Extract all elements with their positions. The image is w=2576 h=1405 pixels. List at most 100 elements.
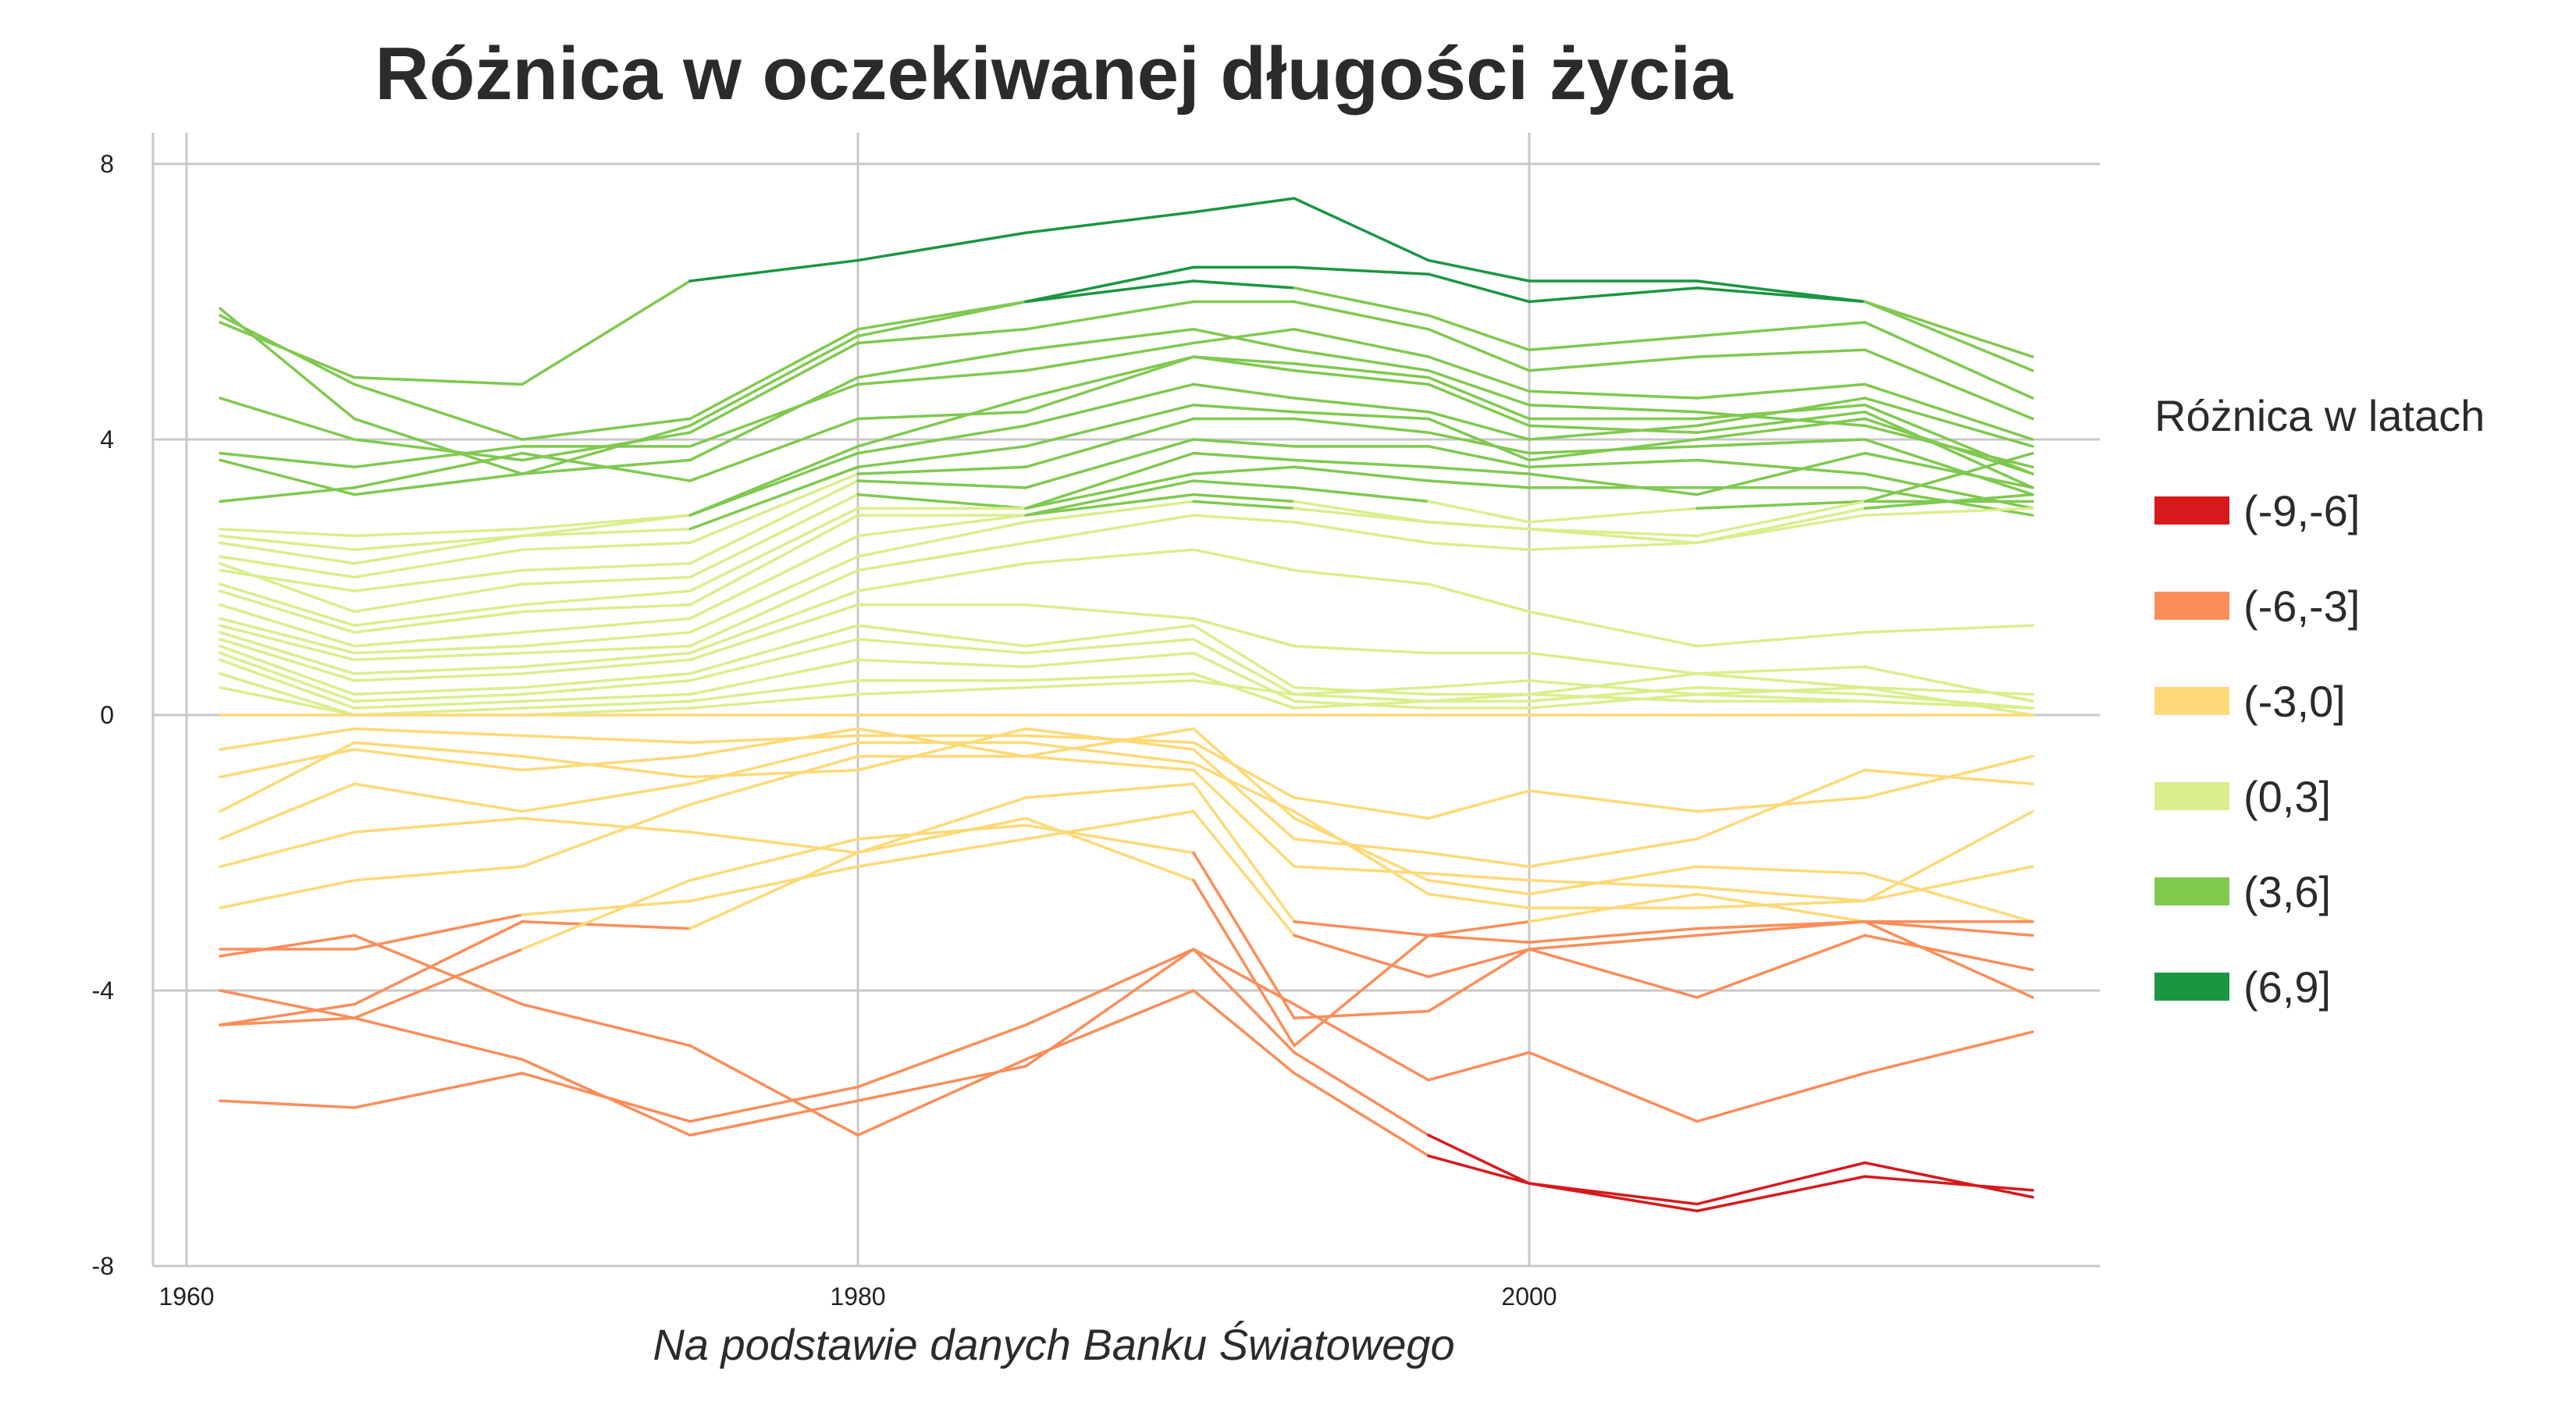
line-segment bbox=[1293, 397, 1430, 414]
line-segment bbox=[856, 424, 1027, 455]
line-segment bbox=[688, 589, 859, 655]
line-segment bbox=[1528, 838, 1699, 868]
line-segment bbox=[353, 438, 524, 462]
line-segment bbox=[1024, 417, 1195, 469]
line-segment bbox=[1293, 809, 1430, 896]
line-segment bbox=[1427, 328, 1531, 372]
line-segment bbox=[521, 651, 692, 668]
line-segment bbox=[1695, 920, 1866, 930]
series-line-13 bbox=[219, 451, 2034, 614]
line-segment bbox=[688, 568, 859, 648]
line-segment bbox=[1024, 341, 1195, 372]
series-line-15 bbox=[219, 479, 2034, 634]
line-segment bbox=[1863, 300, 2034, 372]
line-segment bbox=[1427, 445, 1531, 469]
line-segment bbox=[856, 521, 1027, 558]
line-segment bbox=[521, 514, 692, 538]
legend-items: (-9,-6] (-6,-3] (-3,0] (0,3] (3,6] (6,9] bbox=[2154, 463, 2485, 1034]
line-segment bbox=[856, 541, 1027, 572]
line-segment bbox=[1863, 451, 2034, 503]
line-segment bbox=[1293, 465, 1430, 482]
line-segment bbox=[856, 465, 1027, 475]
series-line-38 bbox=[219, 934, 2034, 1206]
line-segment bbox=[1863, 1175, 2034, 1192]
line-segment bbox=[521, 802, 692, 868]
line-segment bbox=[1528, 610, 1699, 648]
line-segment bbox=[353, 685, 524, 696]
line-segment bbox=[219, 603, 356, 648]
line-segment bbox=[219, 562, 356, 614]
line-segment bbox=[1293, 816, 1430, 882]
line-segment bbox=[1695, 934, 1866, 999]
line-segment bbox=[353, 534, 524, 551]
line-segment bbox=[1024, 328, 1195, 352]
line-segment bbox=[1293, 300, 1430, 331]
line-segment bbox=[1192, 465, 1296, 475]
series-line-34 bbox=[219, 816, 2034, 1048]
line-segment bbox=[1192, 438, 1296, 448]
line-segment bbox=[1024, 500, 1195, 524]
line-segment bbox=[1192, 782, 1296, 923]
legend-item: (-3,0] bbox=[2154, 653, 2485, 749]
line-segment bbox=[1863, 410, 2034, 489]
line-segment bbox=[219, 589, 356, 634]
line-segment bbox=[521, 879, 692, 951]
line-segment bbox=[1695, 885, 1866, 903]
line-chart: 8 4 0 -4 -8 1960 1980 2000 bbox=[92, 133, 2100, 1311]
line-segment bbox=[1192, 548, 1296, 572]
grid bbox=[151, 133, 2100, 1268]
line-segment bbox=[1528, 789, 1699, 813]
line-segment bbox=[1427, 1133, 1531, 1185]
line-segment bbox=[219, 1099, 356, 1109]
line-segment bbox=[688, 679, 859, 703]
line-segment bbox=[688, 768, 859, 779]
line-segment bbox=[688, 624, 859, 675]
line-segment bbox=[1427, 679, 1531, 689]
legend-swatch bbox=[2154, 973, 2229, 1001]
line-segment bbox=[521, 424, 692, 475]
line-segment bbox=[688, 417, 859, 482]
line-segment bbox=[1293, 265, 1430, 276]
line-segment bbox=[1293, 362, 1430, 379]
line-segment bbox=[1427, 382, 1531, 428]
line-segment bbox=[688, 465, 859, 531]
line-segment bbox=[521, 692, 692, 703]
line-segment bbox=[1024, 355, 1195, 400]
line-segment bbox=[1427, 789, 1531, 820]
line-segment bbox=[219, 685, 356, 717]
line-segment bbox=[353, 913, 524, 951]
line-segment bbox=[1293, 699, 1430, 710]
line-segment bbox=[1695, 397, 1866, 428]
line-segment bbox=[521, 645, 692, 655]
line-segment bbox=[1695, 321, 1866, 338]
line-segment bbox=[856, 624, 1027, 648]
series-line-19 bbox=[219, 548, 2034, 675]
chart-title: Różnica w oczekiwanej długości życia bbox=[375, 32, 1733, 116]
line-segment bbox=[219, 989, 356, 1020]
series-line-32 bbox=[219, 782, 2034, 937]
line-segment bbox=[353, 610, 524, 634]
line-segment bbox=[353, 645, 524, 655]
legend-label: (3,6] bbox=[2243, 866, 2332, 916]
line-segment bbox=[1024, 514, 1195, 545]
legend-swatch bbox=[2154, 496, 2229, 525]
line-segment bbox=[1695, 665, 1866, 675]
line-segment bbox=[1528, 865, 1699, 896]
line-segment bbox=[1024, 624, 1195, 648]
line-segment bbox=[1863, 624, 2034, 634]
line-segment bbox=[1863, 755, 2034, 799]
line-segment bbox=[1695, 796, 1866, 813]
line-segment bbox=[521, 679, 692, 696]
legend-label: (-3,0] bbox=[2243, 676, 2346, 726]
line-segment bbox=[1863, 699, 2034, 710]
line-segment bbox=[1192, 748, 1296, 841]
line-segment bbox=[521, 279, 692, 386]
line-segment bbox=[219, 1016, 356, 1026]
line-segment bbox=[521, 672, 692, 689]
line-segment bbox=[1293, 410, 1430, 421]
legend-label: (0,3] bbox=[2243, 771, 2332, 821]
line-segment bbox=[856, 348, 1027, 379]
line-segment bbox=[1192, 493, 1296, 503]
line-segment bbox=[688, 638, 859, 682]
line-segment bbox=[1192, 328, 1296, 345]
